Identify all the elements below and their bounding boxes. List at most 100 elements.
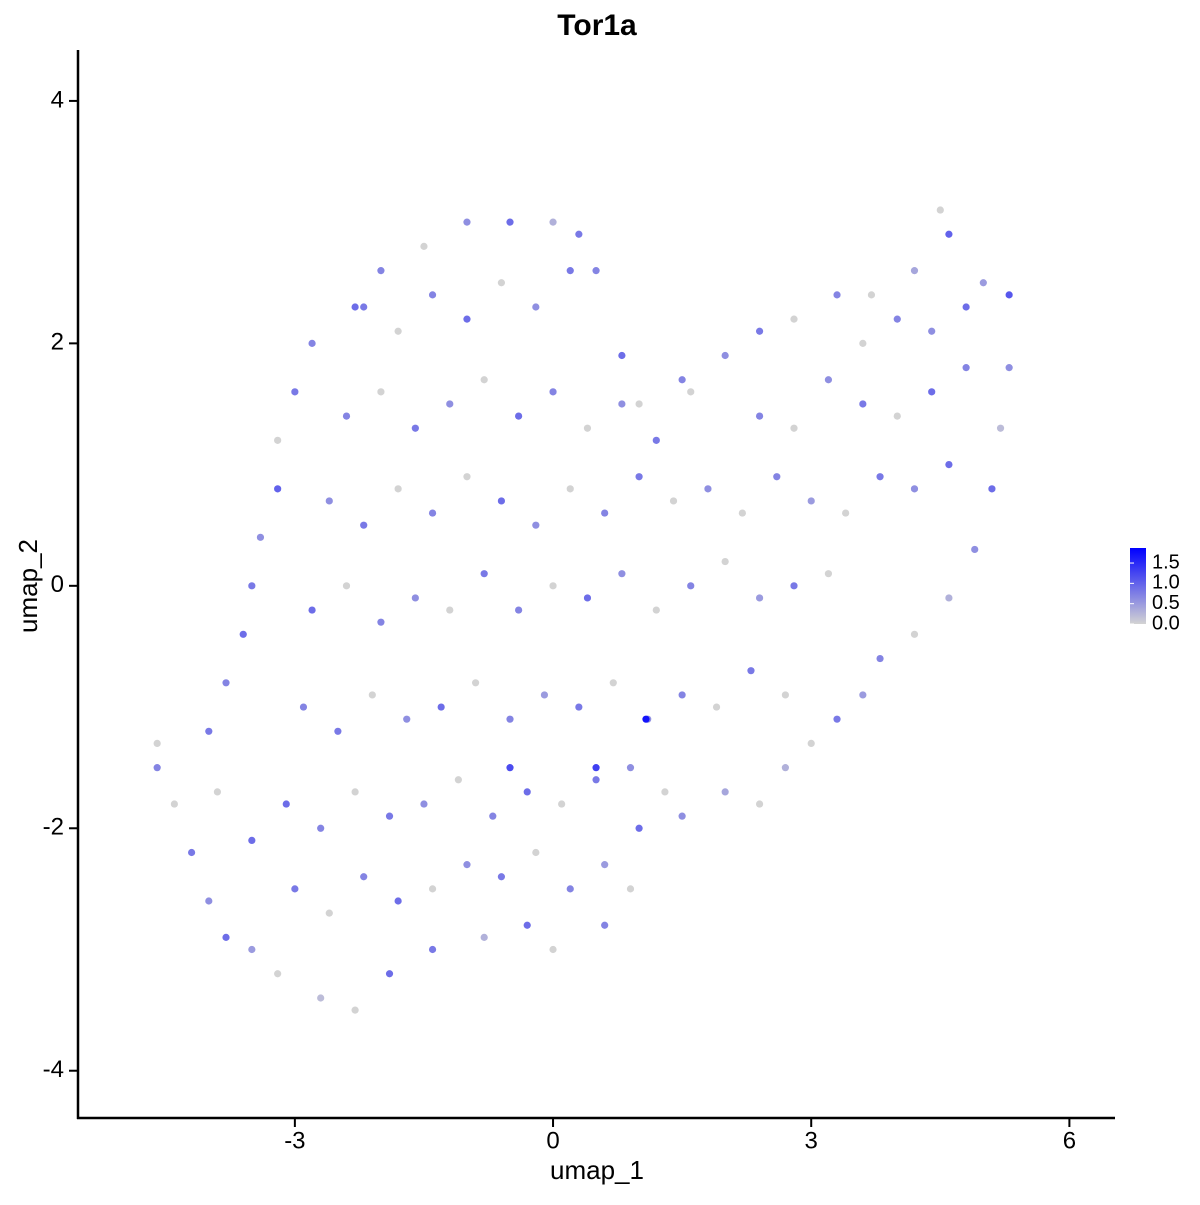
cell-point: [669, 497, 678, 505]
cell-point: [385, 812, 394, 820]
cell-point: [558, 800, 566, 808]
cell-point: [377, 388, 385, 396]
cell-point: [867, 291, 876, 299]
cell-point: [945, 460, 953, 469]
colorbar-label: 0.0: [1152, 612, 1180, 634]
cell-point: [601, 861, 609, 869]
cell-point: [497, 873, 506, 881]
cell-point: [721, 351, 729, 360]
cell-point: [360, 521, 368, 529]
cell-point: [463, 218, 471, 226]
cell-point: [463, 861, 471, 869]
colorbar-label: 1.5: [1152, 551, 1180, 573]
cell-point: [403, 715, 411, 723]
cell-point: [428, 885, 437, 893]
cell-point: [635, 473, 643, 481]
cell-point: [652, 436, 660, 444]
cell-point: [962, 364, 970, 372]
cell-point: [642, 715, 650, 723]
cell-point: [256, 533, 265, 541]
cell-point: [721, 788, 729, 796]
cell-point: [411, 594, 419, 602]
cell-point: [282, 800, 290, 808]
cell-point: [480, 376, 488, 384]
cell-point: [549, 388, 557, 396]
cell-point: [601, 509, 609, 517]
cell-point: [988, 485, 996, 493]
cell-point: [308, 606, 316, 614]
cell-point: [274, 485, 282, 493]
cell-point: [790, 582, 798, 590]
cell-point: [213, 788, 222, 796]
cell-point: [446, 400, 454, 408]
cell-point: [842, 509, 850, 517]
cell-point: [291, 885, 299, 893]
cell-point: [325, 909, 333, 917]
cell-point: [773, 473, 781, 481]
cell-point: [532, 521, 540, 529]
cell-point: [549, 218, 557, 226]
cell-point: [678, 376, 686, 384]
colorbar: [1130, 548, 1146, 624]
cell-point: [945, 594, 953, 602]
cell-point: [549, 945, 557, 954]
cell-point: [205, 897, 213, 905]
cell-point: [248, 945, 256, 954]
cell-point: [506, 218, 514, 226]
cell-point: [471, 679, 480, 687]
cell-point: [859, 339, 867, 347]
cell-point: [876, 473, 884, 481]
cell-point: [910, 485, 919, 493]
cell-point: [652, 606, 660, 614]
cell-point: [248, 836, 256, 844]
cell-point: [463, 315, 471, 323]
cell-point: [635, 400, 643, 408]
cell-point: [859, 691, 867, 699]
cell-point: [351, 1006, 359, 1014]
cell-point: [523, 788, 531, 796]
cell-point: [738, 509, 746, 517]
cell-point: [687, 582, 695, 590]
cell-point: [1005, 364, 1013, 372]
cell-point: [420, 800, 428, 808]
cell-point: [360, 303, 368, 311]
cell-point: [971, 545, 979, 554]
cell-point: [540, 691, 549, 699]
cell-point: [506, 715, 514, 723]
cell-point: [480, 933, 488, 941]
cell-point: [566, 267, 574, 275]
cell-point: [342, 582, 351, 590]
cell-point: [661, 788, 669, 796]
cell-point: [187, 848, 196, 857]
cell-point: [781, 764, 789, 772]
cell-point: [334, 727, 342, 735]
y-tick-label: 4: [51, 86, 64, 113]
cell-point: [394, 485, 402, 493]
y-tick-label: 2: [51, 329, 64, 356]
cell-point: [532, 303, 540, 311]
colorbar-label: 0.5: [1152, 592, 1180, 614]
y-tick-label: -2: [43, 814, 64, 841]
cell-point: [618, 400, 626, 408]
cell-point: [945, 230, 953, 238]
cell-point: [239, 630, 247, 638]
cell-point: [678, 691, 686, 699]
cell-point: [360, 873, 368, 881]
cell-point: [317, 994, 325, 1002]
cell-point: [515, 606, 523, 614]
cell-point: [824, 376, 833, 384]
cell-point: [712, 703, 721, 711]
cell-point: [592, 776, 600, 784]
cell-point: [833, 291, 841, 299]
cell-point: [523, 921, 531, 929]
cell-point: [807, 497, 815, 505]
cell-point: [962, 303, 970, 311]
cell-point: [635, 824, 643, 832]
cell-point: [618, 351, 626, 360]
cell-point: [824, 570, 833, 578]
cell-point: [428, 291, 437, 299]
cell-point: [893, 412, 901, 420]
cell-point: [704, 485, 712, 493]
cell-point: [583, 594, 592, 602]
cell-point: [446, 606, 454, 614]
